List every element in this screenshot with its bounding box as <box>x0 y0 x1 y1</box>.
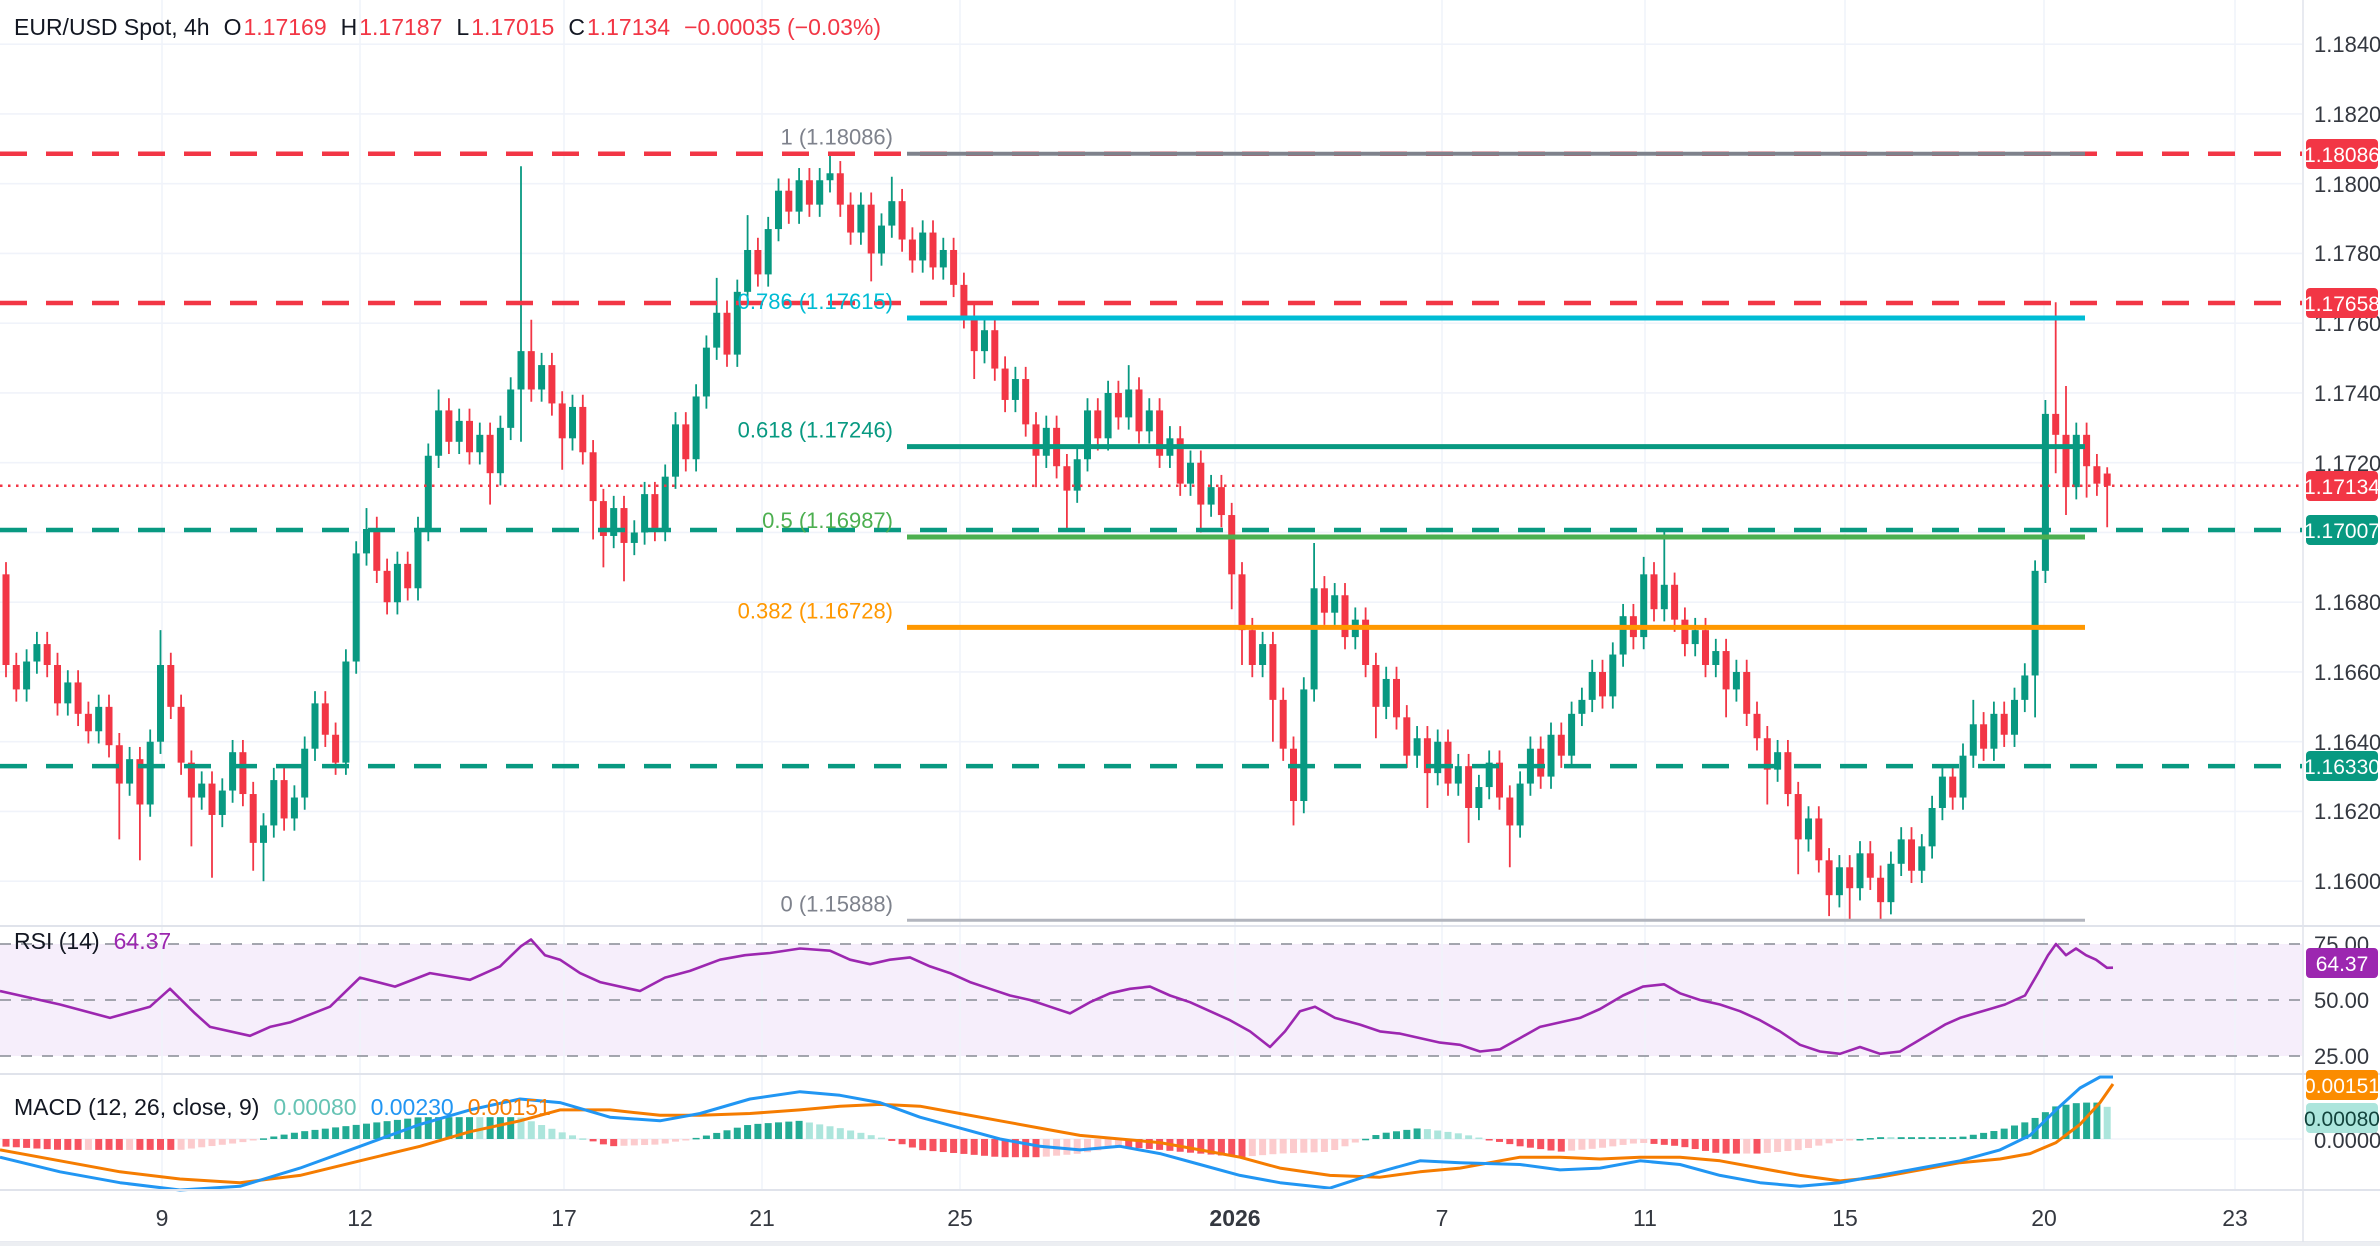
time-axis-tick: 20 <box>2031 1205 2057 1231</box>
time-axis-tick: 25 <box>947 1205 973 1231</box>
fib-label: 0.786 (1.17615) <box>738 289 893 314</box>
time-axis-tick: 7 <box>1436 1205 1449 1231</box>
price-badge <box>2306 1103 2378 1133</box>
time-axis[interactable]: 9 12 17 21 25 2026 7 11 15 20 23 <box>156 1205 2248 1231</box>
time-axis-tick: 2026 <box>1209 1205 1260 1231</box>
price-badge <box>2306 515 2378 545</box>
price-badge-text: 1.17134 <box>2304 476 2380 499</box>
fib-label: 0.5 (1.16987) <box>762 508 893 533</box>
price-axis-tick: 1.16600 <box>2314 660 2380 685</box>
price-badge-text: 1.17007 <box>2304 520 2380 543</box>
price-axis-tick: 1.18200 <box>2314 102 2380 127</box>
time-axis-tick: 9 <box>156 1205 169 1231</box>
price-axis-tick: 1.18000 <box>2314 172 2380 197</box>
fib-label: 0 (1.15888) <box>780 891 893 916</box>
rsi-line <box>0 938 2114 1056</box>
price-badge <box>2306 471 2378 501</box>
price-badge-text: 64.37 <box>2316 953 2369 976</box>
macd-lines <box>0 1075 2115 1192</box>
price-axis[interactable]: 1.184001.182001.180001.178001.176001.174… <box>2304 32 2380 1153</box>
macd-main-line <box>0 1075 2113 1192</box>
fib-label: 1 (1.18086) <box>780 125 893 150</box>
time-axis-tick: 12 <box>347 1205 373 1231</box>
price-badge-text: 0.00151 <box>2304 1075 2380 1098</box>
price-axis-tick: 1.16000 <box>2314 869 2380 894</box>
price-badge <box>2306 288 2378 318</box>
price-axis-tick: 25.00 <box>2314 1044 2369 1069</box>
gridlines <box>0 0 2302 1190</box>
price-axis-tick: 1.16800 <box>2314 590 2380 615</box>
price-badge-text: 0.00080 <box>2304 1108 2380 1131</box>
price-badge <box>2306 948 2378 978</box>
price-badge <box>2306 139 2378 169</box>
macd-histogram <box>2 1102 2111 1158</box>
time-axis-tick: 21 <box>749 1205 775 1231</box>
price-axis-tick: 1.16400 <box>2314 730 2380 755</box>
time-axis-tick: 11 <box>1633 1205 1657 1231</box>
time-axis-tick: 23 <box>2222 1205 2248 1231</box>
price-axis-tick: 1.18400 <box>2314 32 2380 57</box>
time-axis-tick: 17 <box>551 1205 577 1231</box>
price-badge-text: 1.17658 <box>2304 293 2380 316</box>
fib-label: 0.618 (1.17246) <box>738 418 893 443</box>
price-axis-tick: 1.17800 <box>2314 241 2380 266</box>
fib-label: 0.382 (1.16728) <box>738 598 893 623</box>
price-badge-text: 1.16330 <box>2304 756 2380 779</box>
price-axis-tick: 1.16200 <box>2314 799 2380 824</box>
candlesticks[interactable] <box>2 154 2111 920</box>
price-badge-text: 1.18086 <box>2304 144 2380 167</box>
fib-retracement[interactable]: 1 (1.18086) 0.786 (1.17615) 0.618 (1.17246… <box>738 125 2085 922</box>
price-axis-tick: 1.17400 <box>2314 381 2380 406</box>
rsi-level-lines <box>0 943 2302 1057</box>
time-axis-tick: 15 <box>1832 1205 1858 1231</box>
price-axis-tick: 50.00 <box>2314 988 2369 1013</box>
price-badge <box>2306 1070 2378 1100</box>
price-badge <box>2306 751 2378 781</box>
